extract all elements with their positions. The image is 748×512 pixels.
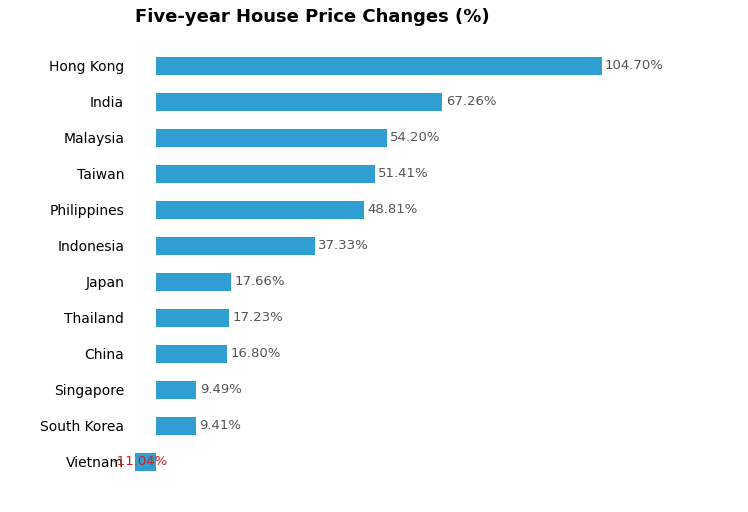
Bar [156, 201, 364, 219]
Text: 17.66%: 17.66% [235, 275, 285, 288]
Text: 17.23%: 17.23% [233, 311, 283, 324]
Text: 104.70%: 104.70% [605, 59, 664, 72]
Text: 48.81%: 48.81% [367, 203, 417, 216]
Bar [156, 165, 375, 183]
Bar [156, 381, 196, 399]
Bar [156, 345, 227, 362]
Text: 54.20%: 54.20% [390, 131, 441, 144]
Bar [156, 237, 315, 254]
Text: 51.41%: 51.41% [378, 167, 429, 180]
Bar [156, 56, 601, 75]
Bar [156, 93, 442, 111]
Text: Five-year House Price Changes (%): Five-year House Price Changes (%) [135, 8, 489, 26]
Bar [156, 273, 231, 291]
Text: -11.04%: -11.04% [112, 455, 168, 468]
Text: 16.80%: 16.80% [231, 347, 281, 360]
Bar [156, 309, 230, 327]
Text: 9.41%: 9.41% [200, 419, 242, 432]
Text: 67.26%: 67.26% [446, 95, 496, 108]
Bar [109, 453, 156, 471]
Text: 9.49%: 9.49% [200, 383, 242, 396]
Bar [156, 129, 387, 146]
Bar [156, 417, 196, 435]
Text: 37.33%: 37.33% [318, 239, 369, 252]
